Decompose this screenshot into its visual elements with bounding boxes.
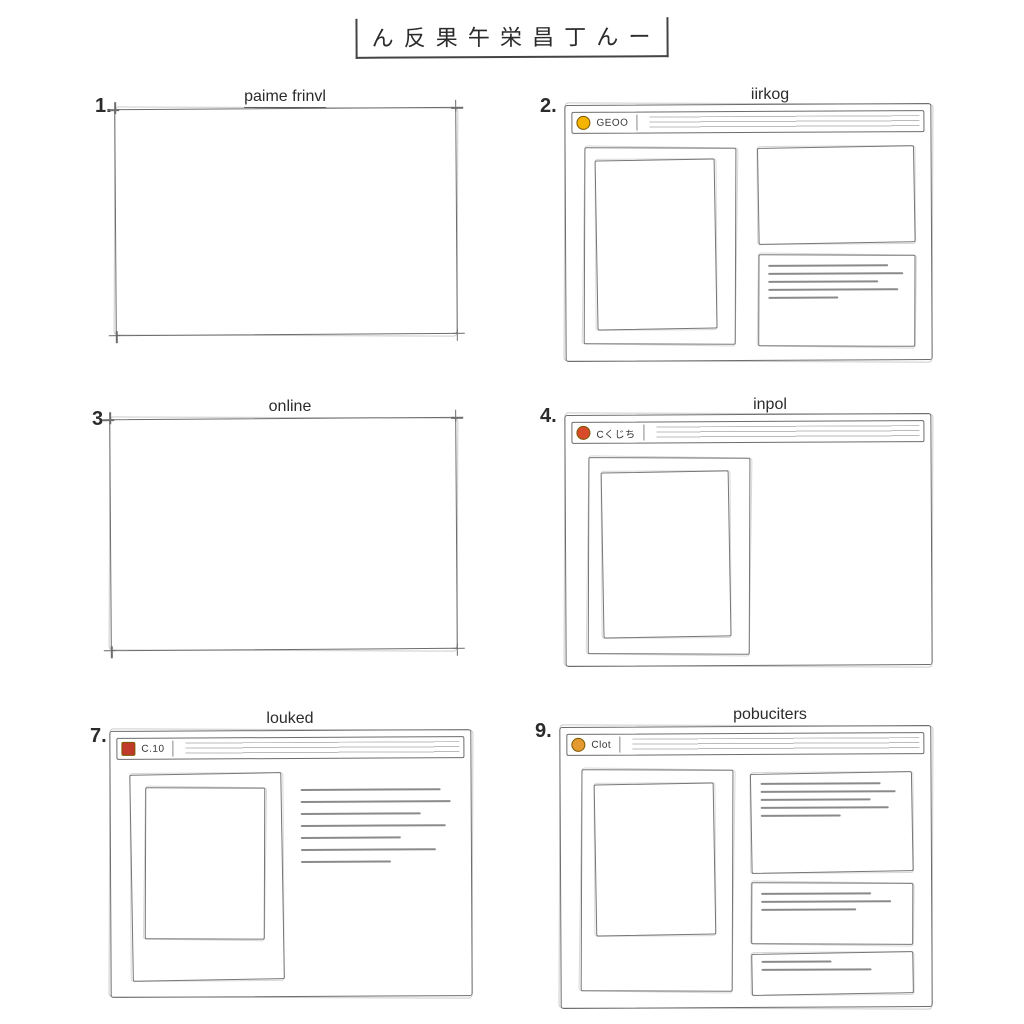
- window-dot-icon: [576, 116, 590, 130]
- panel-9-titlebar: Clot: [566, 732, 924, 756]
- panel-2-left-inner-box: [595, 158, 718, 330]
- panel-7-label: louked: [266, 710, 313, 728]
- panel-9-right-top-lines: [761, 782, 896, 817]
- panel-7-left-inner-box: [145, 787, 266, 939]
- panel-9-right-bot-lines: [761, 960, 871, 971]
- panel-2-window: GEOO: [564, 103, 932, 362]
- panel-4-number: 4.: [540, 405, 557, 428]
- window-dot-icon: [571, 738, 585, 752]
- panel-2-number: 2.: [540, 95, 557, 118]
- page-title-wrap: ん 反 果 午 栄 昌 丁 ん ー: [356, 18, 669, 58]
- panel-3-frame: [109, 417, 458, 651]
- window-dot-icon: [121, 742, 135, 756]
- titlebar-separator: [172, 741, 173, 757]
- panel-4-titlebar-tag: Cくじち: [596, 425, 635, 440]
- panel-2-right-top-box: [757, 145, 916, 245]
- panel-9-label: pobuciters: [733, 706, 807, 724]
- panel-2-titlebar: GEOO: [571, 110, 924, 134]
- panel-4-left-inner-box: [601, 470, 732, 638]
- panel-9-left-inner-box: [594, 782, 717, 936]
- wireframe-sheet: ん 反 果 午 栄 昌 丁 ん ー 1. paime frinvl 2. iir…: [0, 0, 1024, 1024]
- titlebar-filler: [649, 115, 919, 128]
- panel-1-label: paime frinvl: [244, 88, 326, 108]
- panel-9-right-bot-box: [751, 951, 914, 996]
- panel-9-titlebar-tag: Clot: [591, 739, 611, 750]
- window-dot-icon: [576, 426, 590, 440]
- panel-4-titlebar: Cくじち: [571, 420, 924, 444]
- panel-7-right-lines: [301, 788, 451, 863]
- panel-4-window: Cくじち: [564, 413, 932, 667]
- titlebar-filler: [632, 737, 919, 751]
- titlebar-separator: [636, 115, 637, 131]
- panel-7-number: 7.: [90, 725, 107, 748]
- panel-1-number: 1.: [95, 95, 112, 118]
- panel-2-label: iirkog: [751, 86, 789, 104]
- panel-7-window: C.10: [109, 729, 472, 998]
- panel-3-label: online: [269, 398, 312, 416]
- panel-9-number: 9.: [535, 720, 552, 743]
- panel-1-frame: [114, 107, 458, 336]
- panel-2-titlebar-tag: GEOO: [596, 117, 628, 128]
- page-title: ん 反 果 午 栄 昌 丁 ん ー: [355, 17, 668, 59]
- panel-2-right-bottom-lines: [768, 264, 903, 299]
- panel-7-titlebar: C.10: [116, 736, 464, 760]
- titlebar-separator: [644, 425, 645, 441]
- titlebar-filler: [185, 741, 459, 754]
- panel-9-right-mid-lines: [761, 892, 891, 911]
- panel-9-window: Clot: [559, 725, 932, 1009]
- panel-7-titlebar-tag: C.10: [141, 743, 164, 754]
- panel-4-label: inpol: [753, 396, 787, 414]
- titlebar-filler: [657, 425, 920, 438]
- titlebar-separator: [619, 737, 620, 753]
